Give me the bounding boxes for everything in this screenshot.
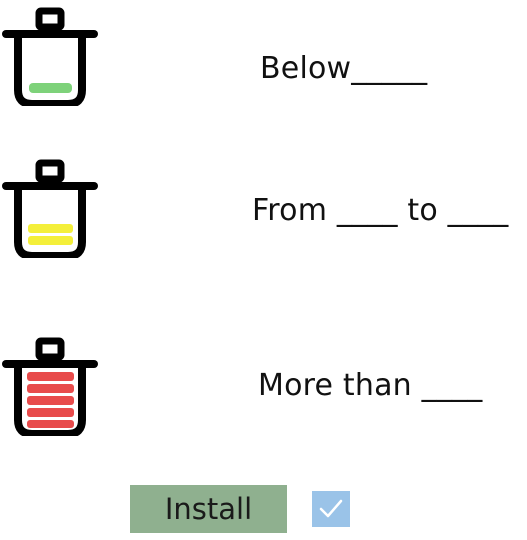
install-checkbox[interactable] [312,491,350,527]
install-button[interactable]: Install [130,485,287,533]
fill-segment [28,236,73,245]
fill-segment [28,224,73,233]
fill-segment [27,372,74,381]
trash-bin-medium-icon [2,158,98,258]
level-medium-label: From ____ to ____ [252,193,509,228]
fill-segment [29,83,72,93]
fill-segment [27,396,74,405]
level-full-label: More than ____ [258,368,483,403]
fill-segment [27,384,74,393]
fill-segment [27,420,74,428]
level-low-label: Below_____ [260,51,428,86]
fill-segment [27,408,74,417]
trash-bin-low-icon [2,6,98,106]
trash-bin-full-icon [2,336,98,436]
checkmark-icon [319,499,343,518]
